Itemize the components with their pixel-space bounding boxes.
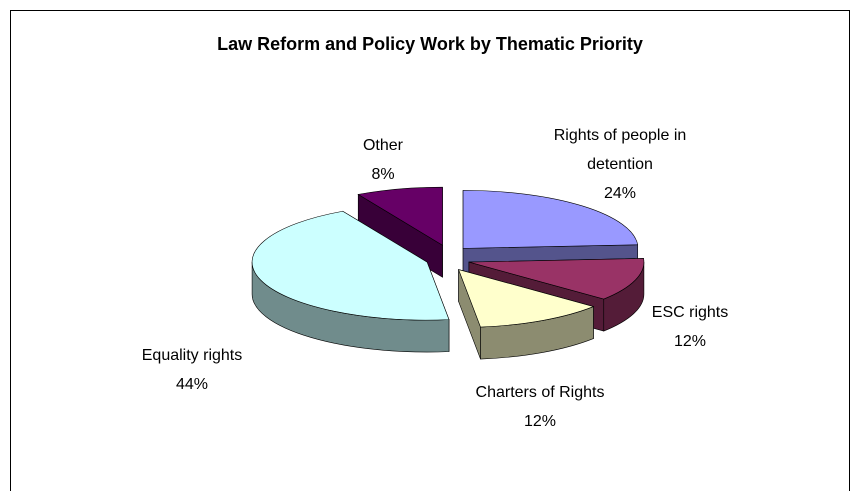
value-label: 44% [175,376,209,393]
slice [357,186,443,246]
category-label: Other [362,137,403,154]
value-label: 8% [371,166,395,183]
chart-title: Law Reform and Policy Work by Thematic P… [217,34,643,54]
value-label: 24% [603,185,637,202]
data-label: Rights of people in detention 24% [545,121,695,208]
data-label: ESC rights 12% [605,298,775,356]
data-label: Other 8% [298,131,468,189]
value-label: 12% [673,333,707,350]
slice [251,210,450,321]
data-label: Charters of Rights 12% [455,378,625,436]
category-label: Equality rights [141,347,243,364]
slice [468,258,645,300]
category-label: Charters of Rights [475,384,605,401]
value-label: 12% [523,413,557,430]
category-label: ESC rights [651,304,729,321]
slice [458,269,595,328]
chart-frame [10,10,850,491]
data-label: Equality rights 44% [107,341,277,399]
slice [462,190,639,249]
category-label: Rights of people in detention [553,127,687,173]
